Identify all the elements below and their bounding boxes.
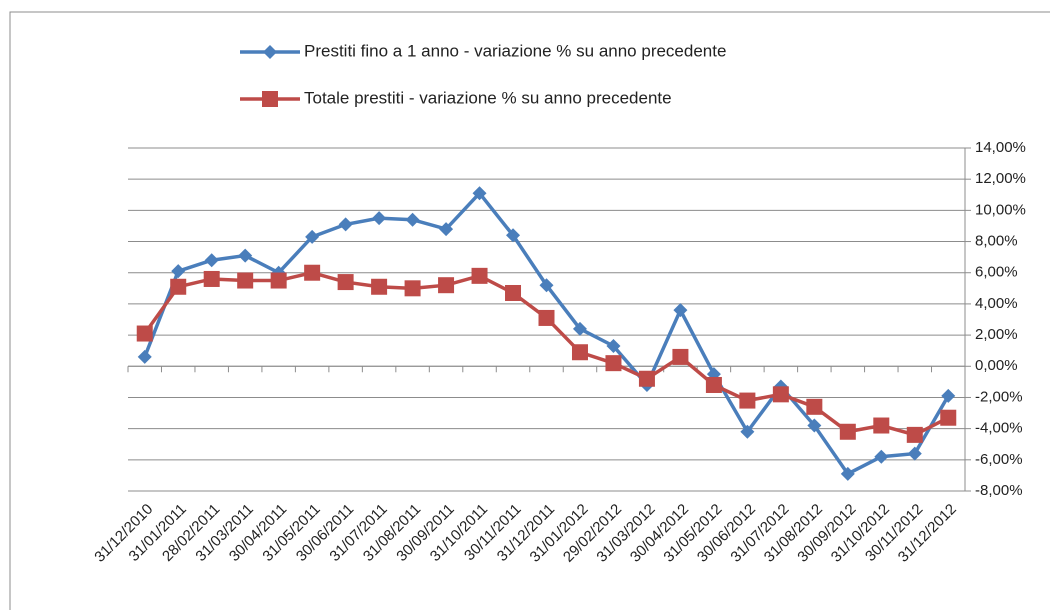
y-tick-label: -6,00% — [975, 451, 1023, 468]
data-point — [506, 228, 521, 243]
chart-frame — [9, 11, 1050, 610]
data-point — [170, 278, 187, 295]
data-point — [739, 392, 756, 409]
data-point — [372, 211, 387, 226]
y-tick-label: 6,00% — [975, 264, 1018, 281]
data-point — [906, 426, 923, 443]
data-point — [270, 272, 287, 289]
data-point — [874, 449, 889, 464]
legend-label: Prestiti fino a 1 anno - variazione % su… — [304, 41, 726, 60]
data-point — [405, 212, 420, 227]
data-point — [638, 370, 655, 387]
y-tick-label: -4,00% — [975, 420, 1023, 437]
y-tick-label: 8,00% — [975, 233, 1018, 250]
data-point — [941, 388, 956, 403]
data-point — [606, 339, 621, 354]
y-tick-label: 2,00% — [975, 326, 1018, 343]
data-point — [705, 376, 722, 393]
data-point — [772, 386, 789, 403]
data-point — [572, 321, 587, 336]
data-point — [203, 270, 220, 287]
data-point — [304, 264, 321, 281]
data-point — [204, 253, 219, 268]
data-point — [137, 349, 152, 364]
data-point — [404, 280, 421, 297]
data-point — [472, 186, 487, 201]
data-point — [605, 355, 622, 372]
data-point — [907, 446, 922, 461]
data-point — [740, 424, 755, 439]
data-point — [237, 272, 254, 289]
data-point — [337, 274, 354, 291]
data-point — [505, 284, 522, 301]
data-point — [673, 303, 688, 318]
legend-marker — [262, 91, 278, 107]
legend-label: Totale prestiti - variazione % su anno p… — [304, 88, 672, 107]
data-point — [136, 325, 153, 342]
data-point — [940, 409, 957, 426]
y-tick-label: 12,00% — [975, 170, 1026, 187]
data-point — [171, 264, 186, 279]
data-point — [840, 466, 855, 481]
data-point — [471, 267, 488, 284]
data-point — [571, 344, 588, 361]
y-tick-label: -8,00% — [975, 482, 1023, 499]
data-point — [839, 423, 856, 440]
data-point — [807, 418, 822, 433]
data-point — [539, 278, 554, 293]
data-point — [371, 278, 388, 295]
data-point — [806, 398, 823, 415]
y-tick-label: 4,00% — [975, 295, 1018, 312]
data-point — [338, 217, 353, 232]
data-point — [305, 229, 320, 244]
data-point — [672, 348, 689, 365]
data-point — [238, 248, 253, 263]
y-tick-label: -2,00% — [975, 388, 1023, 405]
data-point — [873, 417, 890, 434]
data-point — [439, 222, 454, 237]
y-tick-label: 0,00% — [975, 357, 1018, 374]
y-tick-label: 14,00% — [975, 139, 1026, 156]
data-point — [438, 277, 455, 294]
y-tick-label: 10,00% — [975, 201, 1026, 218]
legend-marker — [263, 45, 277, 59]
data-point — [538, 309, 555, 326]
